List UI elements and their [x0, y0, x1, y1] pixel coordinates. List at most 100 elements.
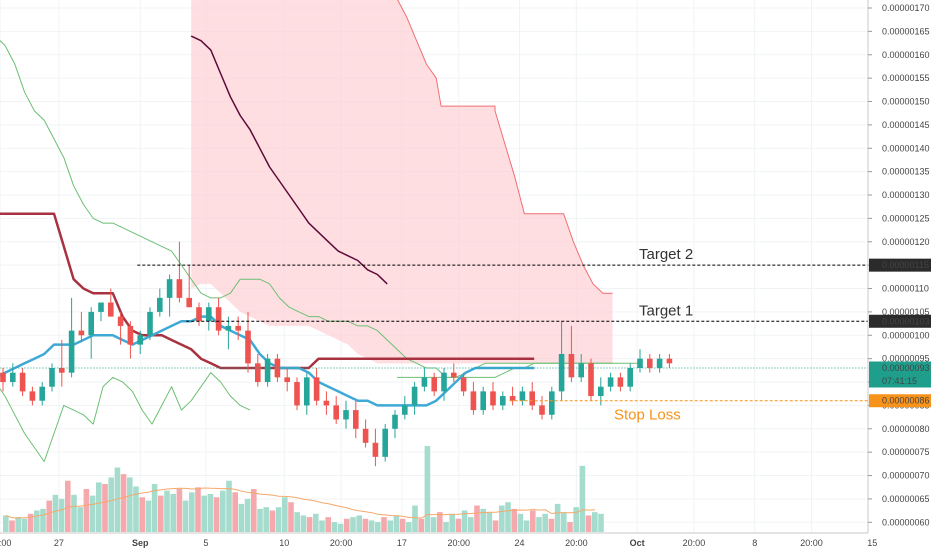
volume-bar [474, 505, 480, 532]
time-tick-label: Oct [630, 538, 645, 548]
volume-bar [406, 522, 412, 532]
volume-bar [399, 518, 406, 532]
volume-bar [350, 517, 356, 532]
volume-bar [511, 508, 517, 532]
volume-bar [120, 474, 127, 532]
volume-bar [52, 494, 59, 532]
volume-bar [9, 520, 15, 532]
candle-body [451, 372, 457, 378]
volume-bar [232, 492, 238, 532]
candle-body [29, 391, 36, 401]
volume-bar [46, 500, 52, 532]
candle-body [519, 391, 526, 401]
price-tick-label: 0.00000075 [882, 447, 930, 457]
volume-bar [133, 486, 139, 532]
price-badge [869, 374, 931, 388]
candle-body [656, 358, 663, 369]
candle-body [49, 368, 55, 387]
time-tick-label: 24 [514, 538, 524, 548]
volume-bar [207, 493, 214, 532]
target-1-label: Target 1 [639, 302, 693, 319]
volume-bar [505, 502, 511, 532]
volume-bar [573, 507, 579, 532]
candle-body [294, 382, 300, 406]
volume-bar [108, 477, 114, 532]
candle-body [539, 405, 545, 415]
volume-bar [145, 500, 152, 532]
ichimoku-cloud [191, 0, 613, 364]
price-tick-label: 0.00000080 [882, 424, 930, 434]
indicator-lines [0, 35, 642, 462]
volume-bar [83, 489, 90, 532]
volume-bar [294, 512, 300, 532]
volume-bar [585, 515, 592, 532]
candle-body [206, 307, 212, 322]
price-tick-label: 0.00000060 [882, 517, 930, 527]
volume-bar [424, 446, 431, 532]
leading-span-b-line [397, 0, 613, 294]
volume-bar [58, 498, 65, 532]
candle-body [157, 297, 163, 312]
price-levels: Target 2 Target 1 Stop Loss [0, 246, 868, 424]
stop-loss-label: Stop Loss [614, 407, 681, 424]
price-tick-label: 0.00000065 [882, 494, 930, 504]
candle-body [343, 410, 349, 420]
candle-body [460, 377, 467, 392]
candle-body [313, 377, 320, 401]
candle-body [0, 372, 6, 383]
volume-bar [542, 513, 548, 532]
price-tick-label: 0.00000140 [882, 143, 930, 153]
volume-ma-line [5, 487, 596, 519]
volume-bar [65, 480, 71, 532]
volume-bars [3, 446, 604, 532]
volume-bar [114, 467, 121, 532]
candle-body [147, 311, 153, 336]
candle-body [117, 316, 124, 326]
volume-bar [313, 513, 319, 532]
price-tick-label: 0.00000110 [882, 284, 929, 294]
volume-bar [592, 512, 598, 532]
volume-bar [269, 510, 276, 532]
volume-bar [34, 510, 40, 532]
candle-body [235, 325, 241, 331]
volume-bar [195, 487, 201, 532]
volume-bar [356, 515, 362, 532]
volume-bar [176, 489, 183, 532]
volume-bar [325, 517, 331, 532]
volume-bar [158, 495, 164, 532]
candle-body [490, 391, 496, 406]
candle-body [78, 330, 85, 336]
volume-bar [381, 517, 387, 532]
candle-body [402, 405, 408, 415]
conversion-line [0, 315, 535, 407]
candle-body [509, 396, 516, 401]
price-badge-label: 0.00000086 [882, 396, 930, 406]
volume-bar [337, 523, 344, 532]
price-tick-label: 0.00000150 [882, 97, 930, 107]
candle-body [480, 391, 486, 411]
candle-body [137, 335, 143, 345]
price-tick-label: 0.00000125 [882, 213, 930, 223]
candle-body [98, 302, 104, 312]
candle-body [323, 400, 330, 406]
time-tick-label: 10 [279, 538, 289, 548]
time-tick-label: 5 [203, 538, 208, 548]
volume-bar [238, 503, 245, 532]
volume-bar [437, 512, 443, 532]
price-axis-bg [868, 0, 932, 550]
volume-bar [282, 497, 288, 532]
candle-body [245, 330, 251, 364]
volume-bar [275, 507, 282, 532]
candle-body [108, 302, 114, 317]
price-tick-label: 0.00000130 [882, 190, 930, 200]
lower-band-line [0, 372, 251, 462]
volume-bar [461, 510, 468, 532]
candle-body [617, 377, 624, 387]
time-tick-label: 17 [397, 538, 407, 548]
volume-bar [443, 522, 449, 532]
volume-bar [189, 492, 195, 532]
volume-bar [567, 522, 573, 532]
time-tick-label: 20:00 [565, 538, 588, 548]
